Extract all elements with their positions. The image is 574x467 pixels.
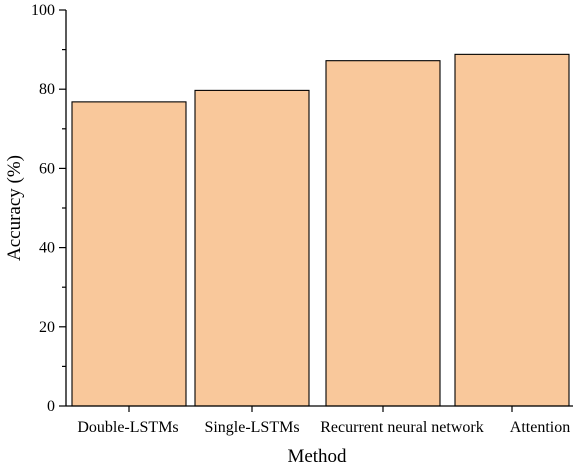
y-axis-title: Accuracy (%) xyxy=(4,155,25,261)
bar-recurrent-neural-network xyxy=(325,60,441,407)
tick-labels-layer: 0 20 40 60 80 100 Double-LSTMs Single-LSTMs Recu… xyxy=(31,2,570,436)
bar-attention xyxy=(454,53,570,407)
y-tick-label: 100 xyxy=(31,2,55,19)
y-tick-label: 20 xyxy=(39,319,55,336)
ticks-layer xyxy=(59,9,513,412)
bar-double-lstms xyxy=(71,101,187,407)
bar-single-lstms xyxy=(194,89,310,407)
x-tick-label: Double-LSTMs xyxy=(77,419,178,436)
x-tick-label: Recurrent neural network xyxy=(320,419,483,436)
bars-layer xyxy=(71,53,570,407)
y-tick-label: 80 xyxy=(39,81,55,98)
y-tick-label: 40 xyxy=(39,240,55,257)
x-tick-label: Attention xyxy=(510,419,570,436)
y-tick-label: 0 xyxy=(47,398,55,415)
y-tick-label: 60 xyxy=(39,160,55,177)
x-tick-label: Single-LSTMs xyxy=(204,419,299,436)
x-axis-title: Method xyxy=(287,446,347,467)
